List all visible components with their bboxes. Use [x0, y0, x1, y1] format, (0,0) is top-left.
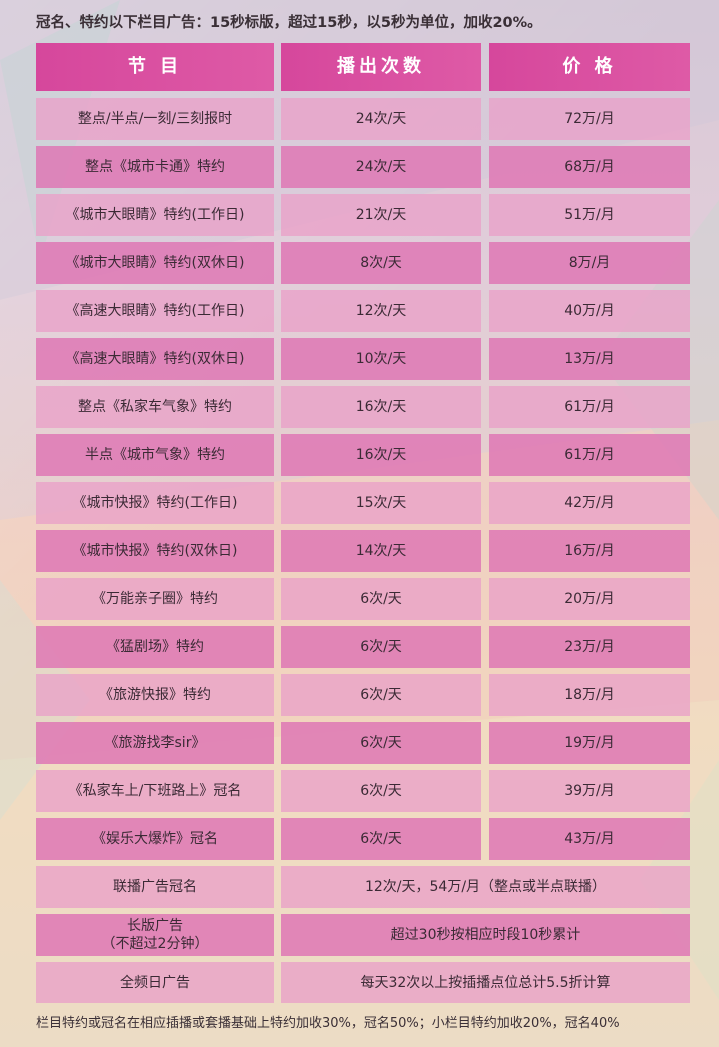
table-row-frequency: 10次/天 [281, 338, 481, 380]
table-row-price: 19万/月 [489, 722, 690, 764]
table-row-frequency: 6次/天 [281, 818, 481, 860]
merged-row-program-line2: （不超过2分钟） [101, 936, 209, 952]
table-row-price: 43万/月 [489, 818, 690, 860]
table-row-frequency: 8次/天 [281, 242, 481, 284]
table-row-price: 16万/月 [489, 530, 690, 572]
table-row-program: 《娱乐大爆炸》冠名 [36, 818, 274, 860]
table-row-program: 《旅游快报》特约 [36, 674, 274, 716]
table-row-frequency: 14次/天 [281, 530, 481, 572]
table-row-frequency: 24次/天 [281, 146, 481, 188]
table-row-price: 61万/月 [489, 434, 690, 476]
table-row-frequency: 24次/天 [281, 98, 481, 140]
table-row-program: 《高速大眼睛》特约(双休日) [36, 338, 274, 380]
column-header-program: 节 目 [36, 43, 274, 91]
table-row-frequency: 16次/天 [281, 434, 481, 476]
merged-row-program: 全频日广告 [36, 962, 274, 1003]
table-row-program: 整点《私家车气象》特约 [36, 386, 274, 428]
table-row-program: 《城市快报》特约(双休日) [36, 530, 274, 572]
table-row-frequency: 21次/天 [281, 194, 481, 236]
table-row-program: 《万能亲子圈》特约 [36, 578, 274, 620]
header-note: 冠名、特约以下栏目广告：15秒标版，超过15秒，以5秒为单位，加收20%。 [36, 15, 542, 31]
table-row-frequency: 6次/天 [281, 626, 481, 668]
table-row-program: 《私家车上/下班路上》冠名 [36, 770, 274, 812]
merged-row-detail: 超过30秒按相应时段10秒累计 [281, 914, 690, 956]
table-row-price: 39万/月 [489, 770, 690, 812]
table-row-price: 42万/月 [489, 482, 690, 524]
table-row-price: 23万/月 [489, 626, 690, 668]
table-row-program: 整点《城市卡通》特约 [36, 146, 274, 188]
table-row-program: 整点/半点/一刻/三刻报时 [36, 98, 274, 140]
table-row-frequency: 15次/天 [281, 482, 481, 524]
table-row-frequency: 16次/天 [281, 386, 481, 428]
merged-row-detail: 每天32次以上按插播点位总计5.5折计算 [281, 962, 690, 1003]
table-row-program: 《高速大眼睛》特约(工作日) [36, 290, 274, 332]
table-row-price: 8万/月 [489, 242, 690, 284]
pricing-table: 节 目 播出次数 价 格 整点/半点/一刻/三刻报时 24次/天 72万/月 整… [36, 43, 690, 1003]
table-row-frequency: 6次/天 [281, 674, 481, 716]
column-header-price: 价 格 [489, 43, 690, 91]
table-row-program: 《城市大眼睛》特约(工作日) [36, 194, 274, 236]
merged-row-program: 联播广告冠名 [36, 866, 274, 908]
table-row-price: 61万/月 [489, 386, 690, 428]
merged-row-program: 长版广告 （不超过2分钟） [36, 914, 274, 956]
table-row-price: 18万/月 [489, 674, 690, 716]
table-row-frequency: 6次/天 [281, 722, 481, 764]
table-row-price: 40万/月 [489, 290, 690, 332]
table-row-program: 《旅游找李sir》 [36, 722, 274, 764]
table-row-price: 72万/月 [489, 98, 690, 140]
table-row-frequency: 6次/天 [281, 578, 481, 620]
table-row-frequency: 12次/天 [281, 290, 481, 332]
merged-row-program-line1: 长版广告 [127, 918, 183, 934]
table-row-price: 68万/月 [489, 146, 690, 188]
table-row-price: 13万/月 [489, 338, 690, 380]
table-row-program: 半点《城市气象》特约 [36, 434, 274, 476]
table-row-frequency: 6次/天 [281, 770, 481, 812]
merged-row-detail: 12次/天，54万/月（整点或半点联播） [281, 866, 690, 908]
table-row-program: 《猛剧场》特约 [36, 626, 274, 668]
table-row-program: 《城市大眼睛》特约(双休日) [36, 242, 274, 284]
table-row-program: 《城市快报》特约(工作日) [36, 482, 274, 524]
table-row-price: 20万/月 [489, 578, 690, 620]
table-row-price: 51万/月 [489, 194, 690, 236]
footer-note: 栏目特约或冠名在相应插播或套播基础上特约加收30%，冠名50%；小栏目特约加收2… [36, 1016, 620, 1031]
column-header-frequency: 播出次数 [281, 43, 481, 91]
